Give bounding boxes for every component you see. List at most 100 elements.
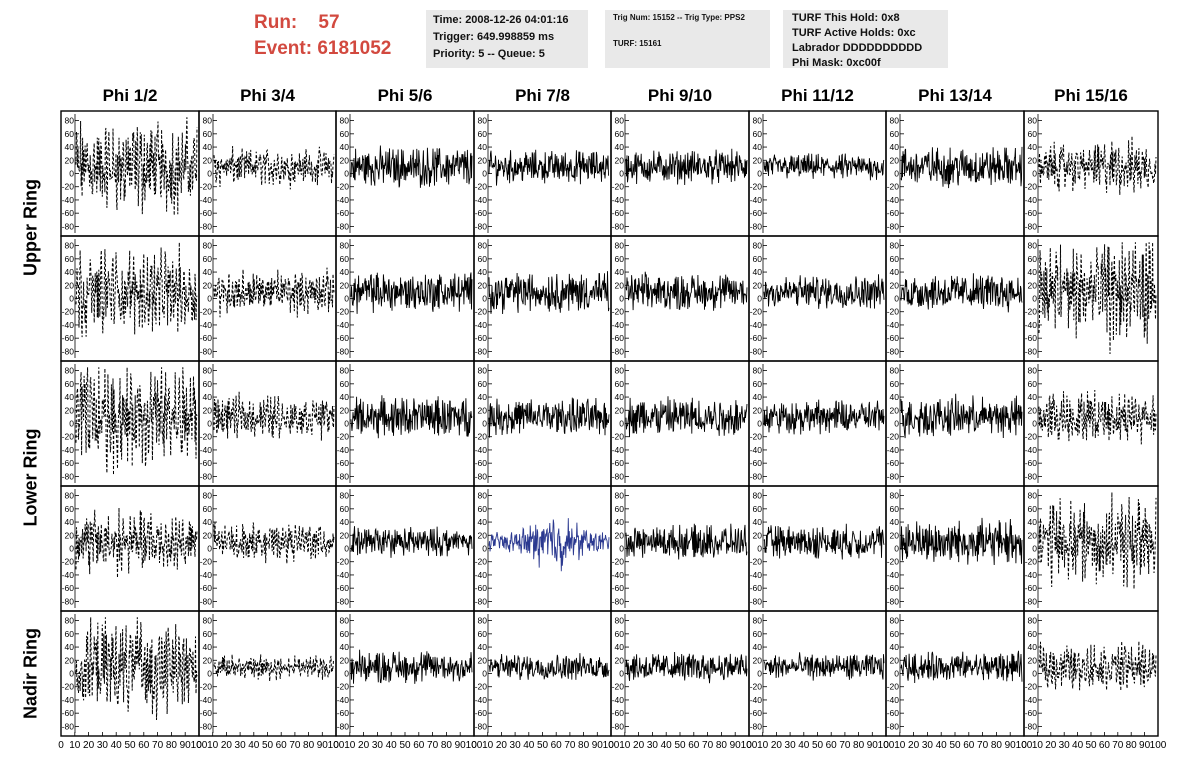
y-tick-label: -40 [200, 570, 213, 580]
y-tick-label: 60 [753, 254, 763, 264]
y-tick-label: 80 [65, 616, 75, 626]
x-tick-label: 40 [248, 740, 260, 751]
y-tick-label: -20 [750, 307, 763, 317]
y-tick-label: -60 [612, 208, 625, 218]
y-tick-label: 20 [478, 155, 488, 165]
y-tick-label: -80 [62, 721, 75, 731]
x-tick-label: 30 [785, 740, 797, 751]
y-tick-label: -40 [887, 570, 900, 580]
y-tick-label: 60 [615, 379, 625, 389]
y-tick-label: 20 [1028, 405, 1038, 415]
y-tick-label: 60 [65, 504, 75, 514]
y-tick-label: -80 [1025, 346, 1038, 356]
y-tick-label: -40 [200, 695, 213, 705]
y-tick-label: 80 [890, 491, 900, 501]
y-tick-label: -40 [337, 320, 350, 330]
y-tick-label: 0 [757, 294, 762, 304]
y-tick-label: -80 [750, 221, 763, 231]
y-tick-label: 60 [203, 504, 213, 514]
panel-frame [198, 360, 337, 487]
panel-frame [748, 110, 887, 237]
y-tick-label: 60 [65, 254, 75, 264]
y-tick-label: -20 [337, 182, 350, 192]
x-tick-label: 20 [771, 740, 783, 751]
trigger-line: Trigger: 649.998859 ms [433, 31, 555, 43]
y-tick-label: -60 [475, 708, 488, 718]
waveform-trace [213, 145, 335, 190]
waveform-trace [213, 654, 335, 682]
y-tick-label: 60 [478, 504, 488, 514]
y-tick-label: 60 [615, 629, 625, 639]
waveform-trace [763, 274, 885, 309]
x-tick-label: 40 [523, 740, 535, 751]
x-tick-label: 60 [276, 740, 288, 751]
y-tick-label: 80 [1028, 241, 1038, 251]
y-tick-label: 80 [340, 491, 350, 501]
y-tick-label: 80 [65, 491, 75, 501]
run-line: Run: 57 [254, 10, 391, 36]
waveform-trace [900, 146, 1023, 189]
y-tick-label: -60 [62, 333, 75, 343]
waveform-trace [75, 117, 198, 216]
panel-frame [610, 235, 750, 362]
y-tick-label: 20 [340, 280, 350, 290]
y-tick-label: -40 [750, 695, 763, 705]
y-tick-label: -40 [612, 195, 625, 205]
y-tick-label: -20 [62, 432, 75, 442]
waveform-panel: -80 -60 -40 -20 0 20 40 60 80 [198, 610, 337, 737]
x-tick-label: 10 [1032, 740, 1044, 751]
x-tick-label: 60 [551, 740, 563, 751]
y-tick-label: 40 [1028, 392, 1038, 402]
x-tick-label: 0 [196, 740, 202, 751]
y-tick-label: -60 [887, 208, 900, 218]
y-tick-label: -60 [1025, 708, 1038, 718]
waveform-panel: -80 -60 -40 -20 0 20 40 60 80 [335, 610, 475, 737]
y-tick-label: -20 [337, 307, 350, 317]
y-tick-label: 60 [478, 129, 488, 139]
trig-info-box: Trig Num: 15152 -- Trig Type: PPS2 TURF:… [605, 10, 770, 68]
y-tick-label: -60 [887, 458, 900, 468]
waveform-trace [763, 652, 885, 681]
x-tick-label: 60 [138, 740, 150, 751]
y-tick-label: 80 [615, 116, 625, 126]
y-tick-label: 60 [65, 629, 75, 639]
y-tick-label: -20 [62, 557, 75, 567]
y-tick-label: 60 [340, 254, 350, 264]
x-tick-label: 100 [328, 740, 345, 751]
waveform-trace [350, 526, 473, 558]
y-tick-label: -40 [750, 195, 763, 205]
y-tick-label: -80 [750, 721, 763, 731]
y-tick-label: 0 [894, 419, 899, 429]
x-tick-label: 0 [58, 740, 64, 751]
y-tick-label: -40 [337, 695, 350, 705]
x-tick-label: 0 [883, 740, 889, 751]
y-tick-label: 0 [69, 544, 74, 554]
x-tick-label: 20 [1045, 740, 1057, 751]
x-tick-label: 80 [1126, 740, 1138, 751]
waveform-panel: -80 -60 -40 -20 0 20 40 60 80 [198, 485, 337, 612]
x-tick-label: 70 [1112, 740, 1124, 751]
y-tick-label: -80 [337, 471, 350, 481]
event-value: 6181052 [317, 38, 392, 59]
y-tick-label: -80 [1025, 596, 1038, 606]
waveform-trace [213, 267, 335, 318]
waveform-panel: -80 -60 -40 -20 0 20 40 60 80 [335, 235, 475, 362]
y-tick-label: 40 [615, 517, 625, 527]
y-tick-label: 20 [890, 530, 900, 540]
y-tick-label: 20 [203, 655, 213, 665]
y-tick-label: 20 [203, 405, 213, 415]
y-tick-label: 60 [340, 379, 350, 389]
x-tick-label: 20 [496, 740, 508, 751]
y-tick-label: 40 [615, 642, 625, 652]
waveform-trace [488, 271, 610, 315]
waveform-trace [488, 397, 610, 438]
waveform-panel: -80 -60 -40 -20 0 20 40 60 80 [473, 610, 612, 737]
y-tick-label: 20 [615, 405, 625, 415]
y-tick-label: 40 [1028, 642, 1038, 652]
x-tick-label: 40 [111, 740, 123, 751]
y-tick-label: -60 [1025, 208, 1038, 218]
y-tick-label: 40 [65, 392, 75, 402]
y-tick-label: -20 [475, 182, 488, 192]
y-tick-label: 20 [753, 405, 763, 415]
y-tick-label: -60 [337, 458, 350, 468]
